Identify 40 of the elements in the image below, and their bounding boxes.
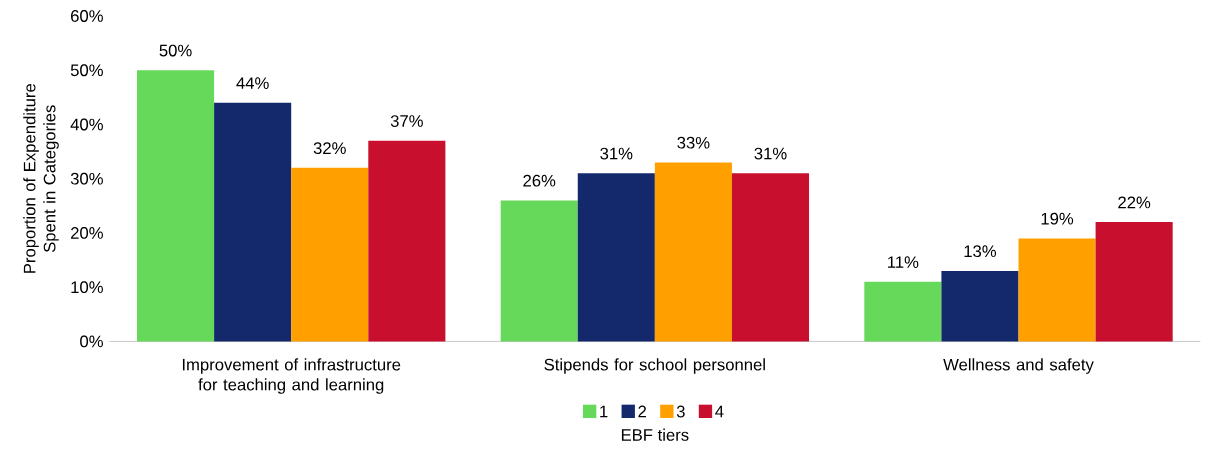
bar [1095,221,1173,342]
data-label: 33% [677,136,710,149]
legend-label: 3 [676,405,685,418]
y-tick-label: 0% [80,335,103,348]
data-label: 50% [159,44,192,57]
data-label: 19% [1041,212,1074,225]
x-tick-label: Improvement of infrastructure for teaching and learning [182,358,401,394]
data-label: 31% [600,147,633,160]
y-tick-label: 30% [70,172,103,185]
bar [214,102,292,342]
y-tick-label: 50% [70,64,103,76]
y-tick-label: 40% [70,118,103,131]
bar [368,140,446,342]
data-label: 31% [754,147,787,160]
bar [731,173,810,342]
data-label: 13% [964,245,997,257]
data-label: 22% [1118,196,1151,209]
bar [291,167,369,342]
bar [137,70,215,342]
bar [864,281,942,342]
bar [1018,238,1096,342]
y-tick-label: 10% [71,281,103,293]
legend-label: 1 [600,405,608,417]
legend-label: 2 [638,405,646,418]
bar [941,270,1019,342]
data-label: 32% [313,142,346,154]
y-tick-label: 20% [71,226,103,239]
legend-label: 4 [715,405,724,417]
data-label: 44% [236,77,269,89]
x-tick-label: Stipends for school personnel [544,358,765,374]
y-axis-title: Proportion of Expenditure Spent in Categories [23,83,59,273]
data-label: 26% [523,174,556,187]
data-label: 11% [888,256,919,268]
legend-title: EBF tiers [621,428,689,441]
x-tick-label: Wellness and safety [943,358,1094,374]
bar [500,200,578,342]
data-label: 37% [390,114,423,127]
bar [577,173,655,342]
bar [654,162,732,342]
y-tick-label: 60% [71,9,103,22]
